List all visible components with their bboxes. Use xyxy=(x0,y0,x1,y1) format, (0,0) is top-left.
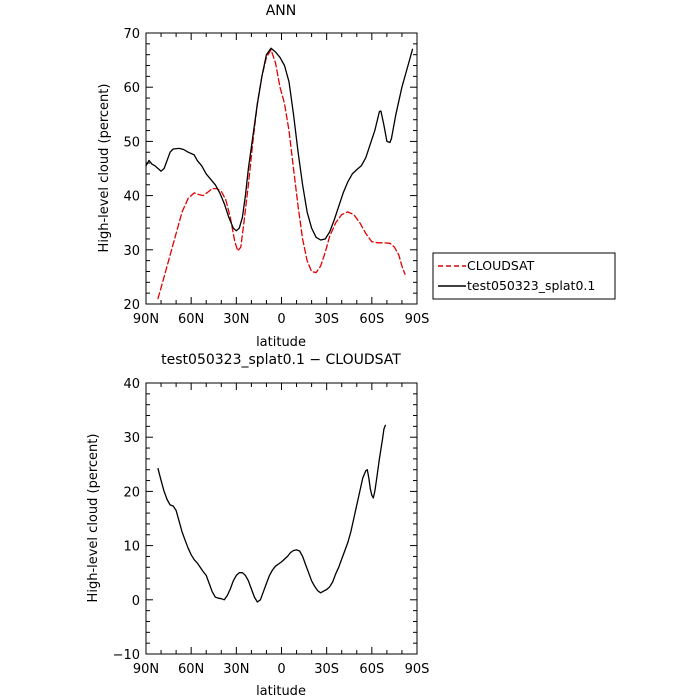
x-tick-labels: 90N 60N 30N 0 30S 60S 90S xyxy=(133,312,430,327)
y-tick-labels: −10 0 10 20 30 40 xyxy=(113,377,140,663)
difference-line xyxy=(157,424,387,603)
x-axis-label: latitude xyxy=(256,335,306,350)
x-tick-label: 60N xyxy=(178,662,204,677)
chart-title: test050323_splat0.1 − CLOUDSAT xyxy=(161,352,401,368)
x-tick-label: 0 xyxy=(277,662,285,677)
y-tick-label: 30 xyxy=(123,244,140,259)
x-tick-label: 30S xyxy=(314,662,339,677)
annual-high-cloud-panel: ANN 90N 60N 30N 0 30S 60S 90S 20 30 40 50 60 70 lat… xyxy=(97,3,616,350)
y-tick-labels: 20 30 40 50 60 70 xyxy=(123,27,140,313)
y-axis-label: High-level cloud (percent) xyxy=(86,434,101,603)
y-tick-label: 40 xyxy=(123,377,140,392)
x-tick-label: 60S xyxy=(359,662,384,677)
x-tick-label: 30N xyxy=(223,312,249,327)
y-axis-label: High-level cloud (percent) xyxy=(97,84,112,253)
y-tick-label: 20 xyxy=(123,485,140,500)
plot-frame xyxy=(145,32,418,305)
x-axis-label: latitude xyxy=(256,684,306,699)
x-tick-labels: 90N 60N 30N 0 30S 60S 90S xyxy=(133,662,430,677)
x-tick-label: 90S xyxy=(405,312,430,327)
x-tick-label: 90N xyxy=(133,662,159,677)
axis-ticks xyxy=(145,32,418,305)
x-tick-label: 60S xyxy=(359,312,384,327)
y-tick-label: 70 xyxy=(123,27,140,42)
x-tick-label: 60N xyxy=(178,312,204,327)
legend-label-model: test050323_splat0.1 xyxy=(467,278,595,293)
x-tick-label: 30S xyxy=(314,312,339,327)
x-tick-label: 90S xyxy=(405,662,430,677)
chart-title: ANN xyxy=(266,3,297,19)
x-tick-label: 90N xyxy=(133,312,159,327)
y-tick-label: 30 xyxy=(123,431,140,446)
series-line-cloudsat xyxy=(157,49,406,300)
series-group xyxy=(157,424,387,603)
series-group xyxy=(145,47,414,300)
x-tick-label: 0 xyxy=(277,312,285,327)
plot-frame xyxy=(145,382,418,655)
legend-label-cloudsat: CLOUDSAT xyxy=(467,258,535,273)
y-tick-label: −10 xyxy=(113,648,140,663)
y-tick-label: 10 xyxy=(123,540,140,555)
legend-frame xyxy=(432,252,616,300)
y-tick-label: 50 xyxy=(123,135,140,150)
y-tick-label: 20 xyxy=(123,298,140,313)
x-tick-label: 30N xyxy=(223,662,249,677)
axis-ticks xyxy=(145,382,418,655)
legend: CLOUDSAT test050323_splat0.1 xyxy=(432,252,616,300)
difference-panel: test050323_splat0.1 − CLOUDSAT 90N 60N 30N… xyxy=(86,352,429,699)
y-tick-label: 0 xyxy=(132,594,140,609)
y-tick-label: 40 xyxy=(123,190,140,205)
y-tick-label: 60 xyxy=(123,81,140,96)
series-line-test050323-splat0-1 xyxy=(145,47,414,241)
